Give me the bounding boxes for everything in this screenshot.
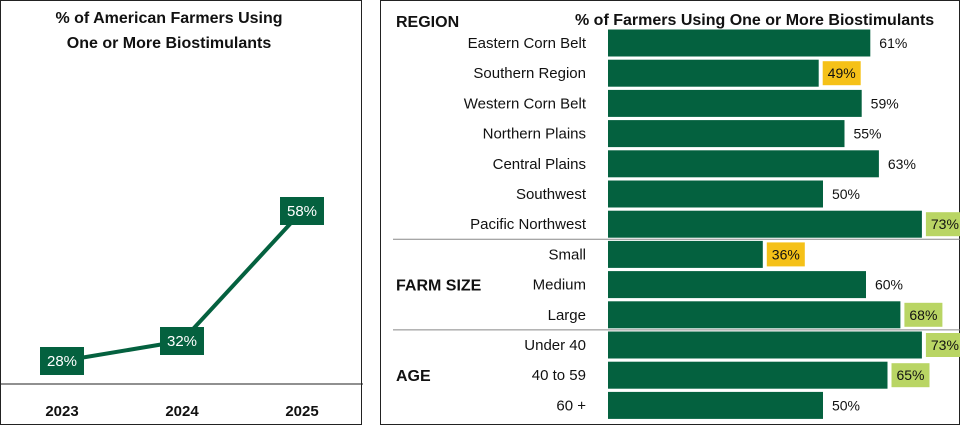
category-label-60: 60 + — [556, 397, 586, 414]
value-highlight-under-40 — [925, 333, 960, 357]
value-label-southwest: 50% — [832, 186, 860, 202]
value-label-under-40: 73% — [931, 337, 959, 353]
bar-large — [608, 301, 901, 329]
data-point-2023 — [40, 347, 84, 375]
value-label-60: 50% — [832, 397, 860, 413]
line-chart-title-line-2: One or More Biostimulants — [67, 35, 272, 52]
bar-medium — [608, 271, 866, 299]
bar-chart: % of Farmers Using One or More Biostimul… — [393, 12, 960, 419]
bar-western-corn-belt — [608, 89, 862, 117]
value-label-small: 36% — [772, 246, 800, 262]
x-tick-2023: 2023 — [45, 403, 78, 420]
x-tick-2024: 2024 — [165, 403, 199, 420]
bar-60 — [608, 391, 823, 419]
category-label-western-corn-belt: Western Corn Belt — [464, 95, 587, 112]
bar-chart-title: % of Farmers Using One or More Biostimul… — [575, 12, 934, 29]
line-chart-title-line-1: % of American Farmers Using — [55, 10, 282, 27]
value-highlight-small — [766, 242, 805, 267]
value-label-eastern-corn-belt: 61% — [879, 35, 907, 51]
data-label-2025: 58% — [287, 203, 317, 220]
category-label-southwest: Southwest — [516, 186, 587, 203]
category-label-under-40: Under 40 — [524, 337, 586, 354]
value-highlight-40-to-59 — [891, 363, 930, 388]
category-label-southern-region: Southern Region — [473, 65, 586, 82]
bar-central-plains — [608, 150, 879, 178]
bar-small — [608, 240, 763, 268]
value-label-western-corn-belt: 59% — [871, 95, 899, 111]
bar-southwest — [608, 180, 823, 208]
data-point-2024 — [160, 327, 204, 355]
data-point-2025 — [280, 197, 324, 225]
category-label-large: Large — [548, 307, 586, 324]
category-label-small: Small — [548, 246, 586, 263]
bar-under-40 — [608, 331, 922, 359]
bar-northern-plains — [608, 120, 845, 148]
bar-chart-panel: % of Farmers Using One or More Biostimul… — [380, 0, 960, 425]
value-label-40-to-59: 65% — [896, 367, 924, 383]
value-label-pacific-northwest: 73% — [931, 216, 959, 232]
category-label-pacific-northwest: Pacific Northwest — [470, 216, 587, 233]
bar-40-to-59 — [608, 361, 888, 389]
group-header-farm-size: FARM SIZE — [396, 278, 482, 295]
data-label-2023: 28% — [47, 353, 77, 370]
x-tick-2025: 2025 — [285, 403, 318, 420]
value-label-medium: 60% — [875, 277, 903, 293]
value-highlight-large — [904, 302, 943, 327]
group-header-region: REGION — [396, 14, 459, 31]
category-label-eastern-corn-belt: Eastern Corn Belt — [468, 35, 587, 52]
category-label-medium: Medium — [533, 277, 586, 294]
group-header-age: AGE — [396, 368, 431, 385]
value-highlight-southern-region — [822, 61, 861, 86]
category-label-40-to-59: 40 to 59 — [532, 367, 586, 384]
category-label-northern-plains: Northern Plains — [483, 126, 586, 143]
line-chart-panel: % of American Farmers Using One or More … — [0, 0, 363, 425]
value-label-northern-plains: 55% — [853, 126, 881, 142]
bar-eastern-corn-belt — [608, 29, 871, 57]
bar-southern-region — [608, 59, 819, 87]
line-chart: % of American Farmers Using One or More … — [1, 10, 363, 420]
value-label-central-plains: 63% — [888, 156, 916, 172]
category-label-central-plains: Central Plains — [493, 156, 586, 173]
value-label-southern-region: 49% — [828, 65, 856, 81]
bar-pacific-northwest — [608, 210, 922, 238]
data-label-2024: 32% — [167, 333, 197, 350]
value-highlight-pacific-northwest — [925, 212, 960, 237]
value-label-large: 68% — [909, 307, 937, 323]
